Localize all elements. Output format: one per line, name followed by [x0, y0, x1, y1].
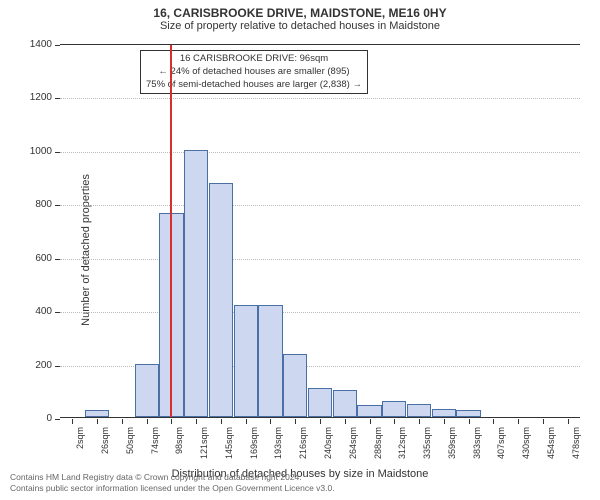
x-tick-label: 288sqm [373, 427, 383, 459]
bar [357, 405, 381, 417]
y-tick-label: 200 [35, 360, 52, 371]
gridline [60, 259, 580, 260]
bar [85, 410, 109, 417]
x-tick-label: 26sqm [100, 427, 110, 454]
x-tick-label: 383sqm [472, 427, 482, 459]
chart-title: 16, CARISBROOKE DRIVE, MAIDSTONE, ME16 0… [0, 0, 600, 20]
x-tick-label: 98sqm [174, 427, 184, 454]
y-tick-label: 1200 [30, 92, 52, 103]
gridline [60, 312, 580, 313]
bar [258, 305, 282, 417]
bar [432, 409, 456, 417]
y-tick-label: 1000 [30, 146, 52, 157]
bar [456, 410, 480, 417]
x-tick-label: 2sqm [75, 427, 85, 449]
bar [382, 401, 406, 417]
bar [184, 150, 208, 417]
footer-line-2: Contains public sector information licen… [10, 483, 335, 494]
x-tick-label: 312sqm [397, 427, 407, 459]
y-tick-label: 800 [35, 199, 52, 210]
chart-subtitle: Size of property relative to detached ho… [0, 20, 600, 36]
x-tick-label: 50sqm [125, 427, 135, 454]
x-tick-label: 193sqm [273, 427, 283, 459]
annotation-box: 16 CARISBROOKE DRIVE: 96sqm← 24% of deta… [140, 50, 368, 94]
chart-container: 16, CARISBROOKE DRIVE, MAIDSTONE, ME16 0… [0, 0, 600, 500]
marker-line [170, 45, 172, 417]
x-tick-label: 74sqm [150, 427, 160, 454]
gridline [60, 152, 580, 153]
x-tick-label: 359sqm [447, 427, 457, 459]
x-tick-label: 407sqm [496, 427, 506, 459]
gridline [60, 98, 580, 99]
gridline [60, 205, 580, 206]
x-tick-label: 169sqm [249, 427, 259, 459]
x-tick-label: 454sqm [546, 427, 556, 459]
x-tick-label: 121sqm [199, 427, 209, 459]
bar [234, 305, 258, 417]
footer-line-1: Contains HM Land Registry data © Crown c… [10, 472, 335, 483]
bar [308, 388, 332, 417]
x-tick-label: 430sqm [521, 427, 531, 459]
annotation-line: 16 CARISBROOKE DRIVE: 96sqm [146, 53, 362, 66]
y-tick-label: 1400 [30, 39, 52, 50]
bar [209, 183, 233, 417]
annotation-line: ← 24% of detached houses are smaller (89… [146, 66, 362, 79]
y-tick-label: 600 [35, 253, 52, 264]
x-tick-label: 478sqm [571, 427, 581, 459]
bar [135, 364, 159, 417]
plot-area: 16 CARISBROOKE DRIVE: 96sqm← 24% of deta… [60, 44, 580, 418]
y-tick-label: 0 [46, 413, 52, 424]
x-tick-label: 216sqm [298, 427, 308, 459]
bar [407, 404, 431, 417]
bar [283, 354, 307, 417]
x-tick-label: 264sqm [348, 427, 358, 459]
footer-credits: Contains HM Land Registry data © Crown c… [10, 472, 335, 494]
bar [333, 390, 357, 417]
x-tick-label: 240sqm [323, 427, 333, 459]
x-tick-label: 335sqm [422, 427, 432, 459]
y-tick-label: 400 [35, 306, 52, 317]
annotation-line: 75% of semi-detached houses are larger (… [146, 79, 362, 92]
x-tick-label: 145sqm [224, 427, 234, 459]
